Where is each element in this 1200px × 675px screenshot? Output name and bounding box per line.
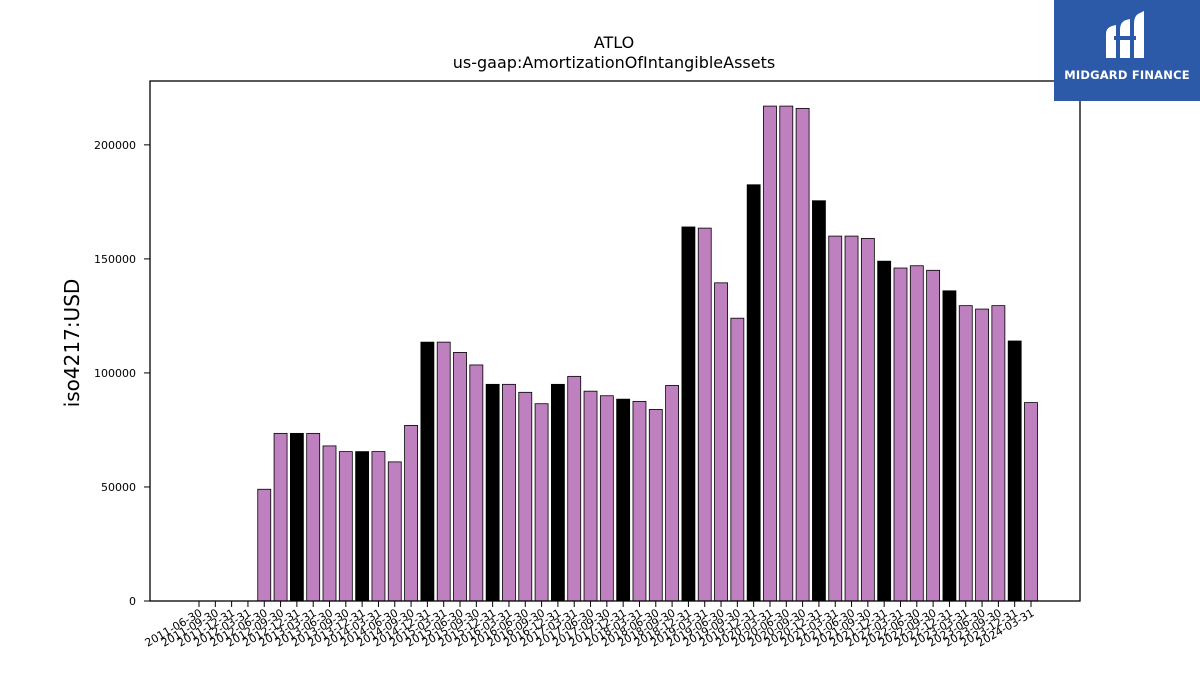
bar-2018-06-30: [648, 409, 663, 602]
brand-logo-text: MIDGARD FINANCE: [1064, 68, 1190, 82]
bar-2019-03-31: [697, 227, 712, 602]
midgard-m-logo-icon: [1106, 11, 1144, 58]
bar-2015-03-31: [436, 341, 451, 602]
plot-frame: [149, 80, 1081, 602]
bar-2024-03-31: [1024, 402, 1038, 602]
y-tick-label: 100000: [94, 367, 136, 380]
bar-2018-09-30: [665, 385, 679, 602]
bar-2013-03-31: [306, 432, 321, 602]
bar-2020-03-31: [763, 105, 777, 602]
bar-2019-09-30: [730, 317, 745, 602]
bar-2019-12-31: [746, 184, 761, 602]
bar-2023-09-30: [991, 305, 1006, 602]
bar-2015-06-30: [453, 351, 467, 602]
bar-2018-03-31: [632, 401, 647, 602]
y-tick-label: 0: [129, 595, 136, 608]
bar-2017-06-30: [583, 390, 598, 602]
y-axis-label: iso4217:USD: [60, 279, 84, 408]
y-tick-label: 150000: [94, 253, 136, 266]
bar-2014-03-31: [371, 451, 386, 602]
bar-2014-06-30: [387, 461, 402, 602]
chart-subtitle: us-gaap:AmortizationOfIntangibleAssets: [453, 53, 775, 72]
bar-2022-09-30: [926, 269, 941, 602]
bar-2023-06-30: [975, 308, 989, 602]
bar-2021-09-30: [860, 237, 875, 602]
bar-2017-09-30: [599, 395, 614, 602]
bar-2021-12-31: [877, 260, 892, 602]
bar-2016-09-30: [534, 403, 549, 602]
bar-2015-09-30: [469, 364, 484, 602]
bar-2012-12-31: [289, 432, 304, 602]
bar-2014-09-30: [404, 424, 418, 602]
bar-2012-06-30: [257, 488, 272, 602]
bar-2013-06-30: [322, 445, 337, 602]
bar-2013-12-31: [355, 451, 370, 602]
bar-2015-12-31: [485, 383, 500, 602]
bars-group: [257, 105, 1038, 602]
y-tick-label: 50000: [101, 481, 136, 494]
bar-2023-03-31: [958, 305, 973, 602]
bar-2016-03-31: [502, 383, 516, 602]
y-axis: 0 50000 100000 150000 200000: [94, 139, 150, 608]
bar-2019-06-30: [714, 282, 728, 602]
bar-2014-12-31: [420, 341, 435, 602]
bar-2020-06-30: [779, 105, 794, 602]
bar-2016-12-31: [551, 383, 565, 602]
brand-logo: MIDGARD FINANCE: [1054, 0, 1200, 101]
bar-2017-12-31: [616, 398, 631, 602]
bar-2017-03-31: [567, 375, 582, 602]
bar-2021-06-30: [844, 235, 859, 602]
bar-2022-06-30: [909, 265, 924, 602]
bar-2022-03-31: [893, 267, 908, 602]
bar-2012-09-30: [273, 432, 288, 602]
bar-2020-09-30: [795, 107, 810, 602]
chart-title: ATLO: [594, 33, 634, 52]
bar-2020-12-31: [812, 200, 826, 602]
x-axis: 2011-06-302011-09-302011-12-312012-03-31…: [143, 601, 1037, 650]
bar-2021-03-31: [828, 235, 843, 602]
bar-2016-06-30: [518, 391, 533, 602]
y-tick-label: 200000: [94, 139, 136, 152]
bar-2022-12-31: [942, 290, 957, 602]
bar-2018-12-31: [681, 226, 696, 602]
bar-2013-09-30: [338, 451, 353, 602]
bar-2023-12-31: [1007, 340, 1022, 602]
